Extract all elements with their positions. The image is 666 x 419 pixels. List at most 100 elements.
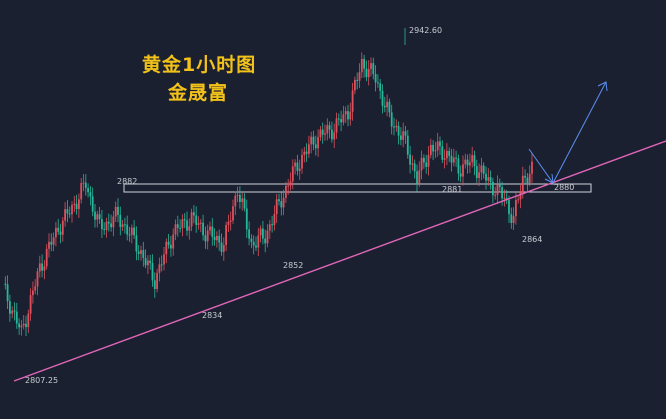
candle-body [211,226,214,237]
candle-body [370,63,372,69]
candle-body [446,150,448,159]
candle-body [252,241,255,246]
candle-body [377,82,379,84]
price-label-2881: 2881 [442,185,462,194]
candle-body [443,158,446,160]
candle-body [510,214,513,223]
candle-body [356,79,359,81]
candle-body [84,182,87,189]
candle-body [508,199,510,215]
candle-body [110,223,112,228]
candle-body [190,212,193,227]
candle-body [41,263,43,271]
candle-body [457,158,460,174]
candle-body [101,218,103,230]
candle-body [312,136,315,145]
candle-body [411,163,414,165]
candle-body [314,144,317,149]
candle-body [519,192,522,200]
price-label-2807-25: 2807.25 [25,376,58,385]
candle-body [436,141,439,151]
candle-body [450,155,453,163]
candle-body [130,227,133,235]
candle-body [78,199,80,209]
candle-body [374,73,377,83]
candle-body [492,181,494,196]
candle-body [158,264,161,273]
candle-body [404,131,407,136]
candle-body [52,237,55,245]
candle-body [397,125,400,136]
candle-body [439,141,441,147]
candle-body [531,161,533,174]
candle-body [9,301,11,314]
candle-body [94,211,96,220]
candle-body [197,223,200,225]
candle-body [485,173,487,181]
candle-body [124,224,126,226]
candle-body [420,157,423,171]
candle-body [11,310,14,314]
candle-body [220,242,223,252]
candle-body [498,184,501,188]
candle-body [183,219,186,221]
candle-body [114,206,117,217]
candle-body [36,271,39,287]
candle-body [107,221,110,224]
candle-body [337,118,340,120]
candle-body [475,166,478,179]
candle-body [20,325,23,328]
candle-body [487,177,490,181]
candle-body [4,283,7,285]
candle-body [117,206,119,215]
candle-body [383,105,386,108]
price-label-2852: 2852 [283,261,303,270]
candle-body [294,162,296,167]
candle-body [344,111,347,115]
candle-body [301,154,303,169]
candle-body [372,63,375,74]
candle-body [326,125,329,134]
candle-body [512,216,515,223]
candle-body [425,162,428,167]
candle-body [50,241,53,245]
candle-body [202,222,204,236]
candle-body [289,181,292,186]
chart-subtitle: 金晟富 [168,82,229,104]
candle-body [317,137,319,149]
candle-body [264,238,267,244]
candle-body [340,119,342,123]
candle-body [32,290,34,296]
candle-body [521,175,524,193]
candle-body [156,272,158,290]
candle-body [273,214,276,226]
candle-body [455,157,457,159]
candle-body [75,203,78,209]
candle-body [176,224,179,228]
candle-body [227,221,230,225]
price-label-2864: 2864 [522,235,542,244]
candle-body [234,195,237,207]
candle-body [204,235,207,242]
price-label-2882: 2882 [117,177,137,186]
candle-body [416,171,418,184]
candle-body [209,226,211,231]
candle-body [262,228,264,239]
candle-body [181,219,184,229]
candle-body [363,58,365,69]
candle-body [393,126,395,128]
candle-body [206,230,209,242]
candle-body [25,323,27,328]
candle-body [459,173,462,177]
candle-body [469,162,471,166]
candle-body [517,199,520,201]
candle-body [135,235,138,252]
candle-body [213,236,216,241]
candle-body [137,251,140,254]
price-label-2834: 2834 [202,311,222,320]
candle-body [406,135,409,155]
candle-body [243,198,246,209]
candle-body [188,226,191,231]
price-label-2880: 2880 [554,183,574,192]
